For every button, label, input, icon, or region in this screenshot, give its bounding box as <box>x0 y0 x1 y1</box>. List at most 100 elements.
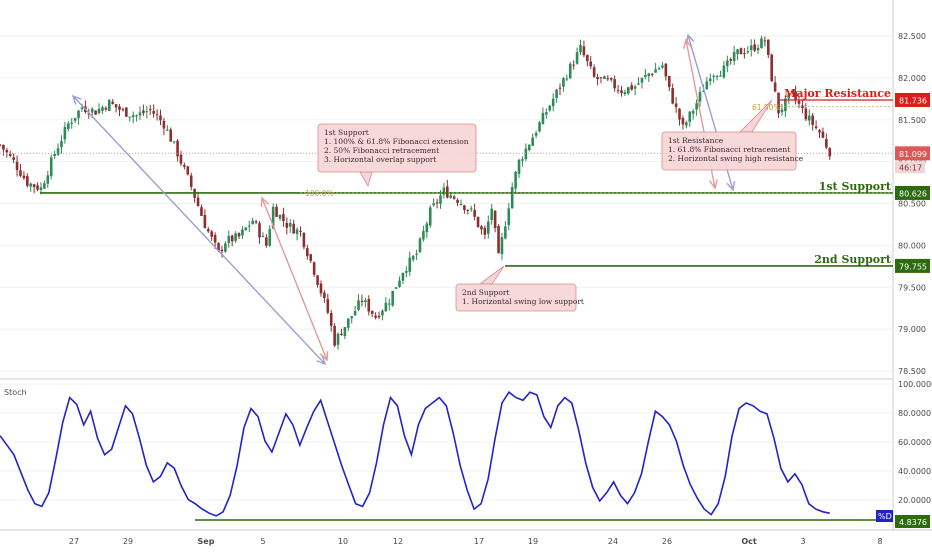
time-axis: 27 29 Sep 5 10 12 17 19 24 26 Oct 3 8 <box>69 537 883 546</box>
candle-body <box>224 243 227 252</box>
candle-body <box>814 126 818 129</box>
candle-body <box>135 115 138 117</box>
candle-body <box>784 98 787 112</box>
stoch-panel: Stoch %D <box>0 383 893 522</box>
candle-body <box>640 77 644 83</box>
level-name-label: 2nd Support <box>814 253 892 266</box>
candle-body <box>39 187 43 190</box>
candle-body <box>459 204 463 206</box>
candle-body <box>732 51 736 62</box>
candle-body <box>189 175 193 187</box>
candle-body <box>312 262 316 275</box>
candle-body <box>572 64 575 66</box>
candle-body <box>428 207 432 226</box>
candle-body <box>664 63 668 77</box>
candle-body <box>579 44 582 53</box>
time-tick-label: 3 <box>800 537 805 546</box>
candle-body <box>469 208 473 210</box>
candle-body <box>592 67 596 77</box>
candle-body <box>104 107 108 110</box>
candle-body <box>661 65 664 68</box>
candle-body <box>176 140 179 157</box>
candle-body <box>729 59 733 61</box>
arrow-head <box>726 181 736 192</box>
candle-body <box>480 226 483 230</box>
candle-body <box>254 221 258 223</box>
level-axis-tag <box>895 258 930 273</box>
candle-body <box>548 105 552 111</box>
candle-body <box>285 223 289 228</box>
candle-body <box>271 206 275 229</box>
annotation-line: 1. 100% & 61.8% Fibonacci extension <box>324 137 469 146</box>
stoch-series-tag <box>876 510 893 522</box>
candle-body <box>217 242 220 251</box>
price-tick-label: 79.500 <box>898 283 926 292</box>
candle-body <box>394 287 398 289</box>
candle-body <box>148 109 152 111</box>
candle-body <box>114 104 118 108</box>
time-tick-label: 26 <box>662 537 672 546</box>
candle-body <box>398 280 401 287</box>
candle-body <box>19 170 22 176</box>
candle-body <box>316 275 319 285</box>
candle-body <box>565 78 569 80</box>
candle-body <box>794 91 797 100</box>
candle-body <box>70 122 74 124</box>
candle-body <box>504 226 507 239</box>
candle-body <box>446 186 449 198</box>
candle-body <box>647 73 651 77</box>
candle-body <box>159 115 162 121</box>
candle-body <box>90 108 94 113</box>
candle-body <box>637 83 640 85</box>
candle-body <box>650 74 654 76</box>
candle-body <box>674 103 678 107</box>
candle-body <box>282 214 285 221</box>
candle-body <box>15 161 19 171</box>
candle-body <box>138 112 142 116</box>
candle-body <box>340 333 343 336</box>
candle-body <box>309 254 313 261</box>
time-tick-label: 27 <box>69 537 79 546</box>
time-tick-label: 5 <box>260 537 265 546</box>
arrow-line <box>72 95 326 365</box>
arrow-head <box>319 350 329 362</box>
price-gridlines <box>0 35 893 372</box>
candle-body <box>432 203 435 206</box>
candle-body <box>364 300 367 303</box>
candle-body <box>275 206 278 217</box>
candle-body <box>667 76 671 88</box>
candle-body <box>418 238 422 253</box>
candle-body <box>22 175 26 179</box>
candle-body <box>456 200 459 203</box>
candle-body <box>329 313 333 326</box>
candle-body <box>118 106 121 110</box>
candle-body <box>527 144 531 151</box>
candle-body <box>620 90 623 94</box>
candle-body <box>657 68 661 70</box>
candle-body <box>12 157 15 160</box>
candle-body <box>63 126 67 140</box>
candle-body <box>777 92 780 114</box>
candle-body <box>29 183 33 187</box>
candle-body <box>8 154 12 156</box>
candle-body <box>241 229 244 236</box>
candle-body <box>790 90 794 93</box>
candle-body <box>463 205 466 210</box>
candle-body <box>596 77 599 80</box>
stoch-series-line <box>0 391 830 517</box>
candle-body <box>357 300 360 310</box>
candle-body <box>466 209 470 211</box>
candle-body <box>449 195 453 198</box>
candle-body <box>603 76 606 79</box>
candle-body <box>678 108 681 120</box>
candle-body <box>599 77 603 79</box>
candle-body <box>493 210 497 228</box>
candle-body <box>681 118 685 125</box>
candle-body <box>766 39 770 55</box>
candle-body <box>538 122 541 132</box>
candle-body <box>633 86 637 89</box>
candle-body <box>630 85 634 90</box>
level-axis-label: 80.626 <box>899 189 927 198</box>
